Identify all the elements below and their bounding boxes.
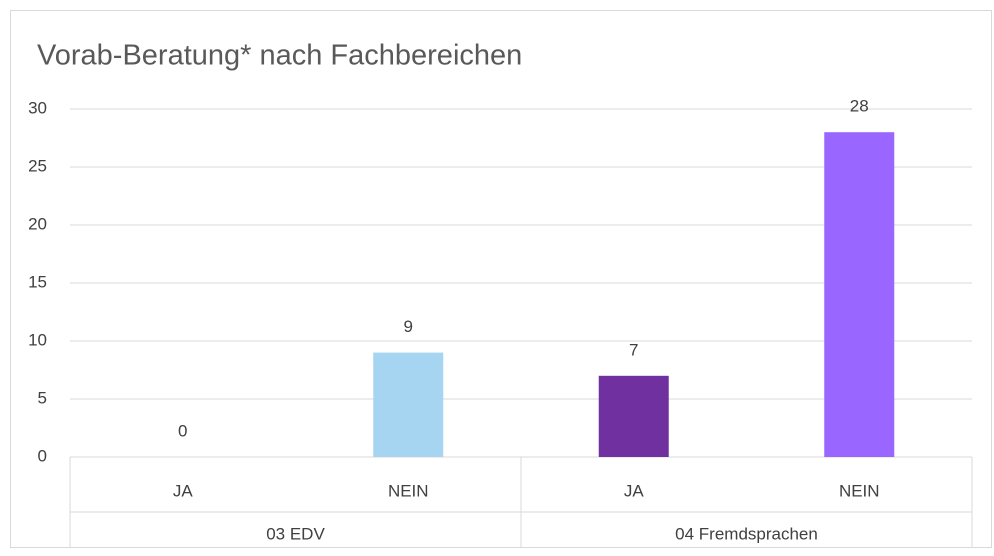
bar <box>598 375 669 457</box>
data-label: 28 <box>850 97 869 116</box>
data-label: 0 <box>178 421 187 440</box>
bar <box>824 132 895 457</box>
y-tick-label: 25 <box>28 156 47 175</box>
x-tick-label: NEIN <box>388 481 429 500</box>
y-tick-label: 30 <box>28 98 47 117</box>
data-label: 9 <box>404 317 413 336</box>
y-tick-label: 0 <box>38 446 47 465</box>
y-tick-label: 10 <box>28 330 47 349</box>
x-tick-label: JA <box>173 481 194 500</box>
bar <box>373 352 444 457</box>
group-label: 04 Fremdsprachen <box>675 524 818 543</box>
x-tick-label: JA <box>624 481 645 500</box>
x-tick-label: NEIN <box>839 481 880 500</box>
data-label: 7 <box>629 340 638 359</box>
chart-title: Vorab-Beratung* nach Fachbereichen <box>37 40 522 72</box>
chart-frame <box>10 10 992 548</box>
group-label: 03 EDV <box>266 524 325 543</box>
y-tick-label: 5 <box>38 388 47 407</box>
y-tick-label: 15 <box>28 272 47 291</box>
y-tick-label: 20 <box>28 214 47 233</box>
